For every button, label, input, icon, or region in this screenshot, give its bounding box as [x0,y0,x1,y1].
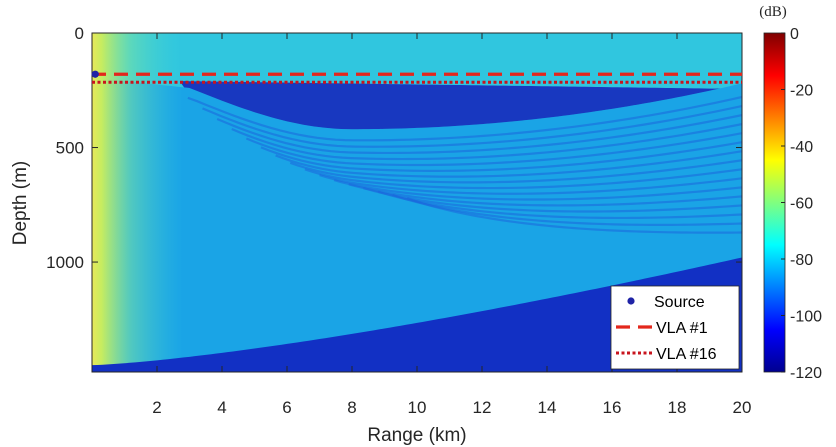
colorbar-unit: (dB) [759,4,787,20]
colorbar-tick-label: -20 [790,83,813,100]
y-axis-ticks: 0 500 1000 [46,24,742,272]
x-tick-label: 4 [217,398,226,417]
colorbar-tick-label: -40 [790,139,813,156]
y-tick-label: 0 [75,24,84,43]
y-tick-label: 500 [56,139,84,158]
x-tick-label: 10 [408,398,427,417]
x-tick-label: 18 [668,398,687,417]
x-tick-label: 14 [538,398,557,417]
x-tick-label: 20 [733,398,752,417]
y-tick-label: 1000 [46,253,84,272]
colorbar-tick-label: -80 [790,252,813,269]
x-axis-ticks: 2 4 6 8 10 12 14 16 18 20 [152,33,751,417]
x-tick-label: 12 [473,398,492,417]
legend: Source VLA #1 VLA #16 [610,285,740,370]
x-tick-label: 6 [282,398,291,417]
colorbar-tick-label: -60 [790,196,813,213]
colorbar-ticks: 0 -20 -40 -60 -80 -100 -120 [781,26,822,382]
x-tick-label: 16 [603,398,622,417]
legend-vla-1-label: VLA #1 [656,320,708,337]
x-tick-label: 2 [152,398,161,417]
legend-vla-16-label: VLA #16 [656,346,717,363]
colorbar-tick-label: -100 [790,309,822,326]
heatmap-seabed-region [92,257,742,372]
x-tick-label: 8 [347,398,356,417]
legend-source-label: Source [654,294,705,311]
x-axis-label: Range (km) [367,425,466,446]
legend-source-marker [627,297,635,305]
source-marker [91,70,99,78]
colorbar-tick-label: 0 [790,26,799,43]
y-axis-label: Depth (m) [10,161,31,245]
colorbar-tick-label: -120 [790,365,822,382]
colorbar: 0 -20 -40 -60 -80 -100 -120 (dB) [759,4,822,382]
